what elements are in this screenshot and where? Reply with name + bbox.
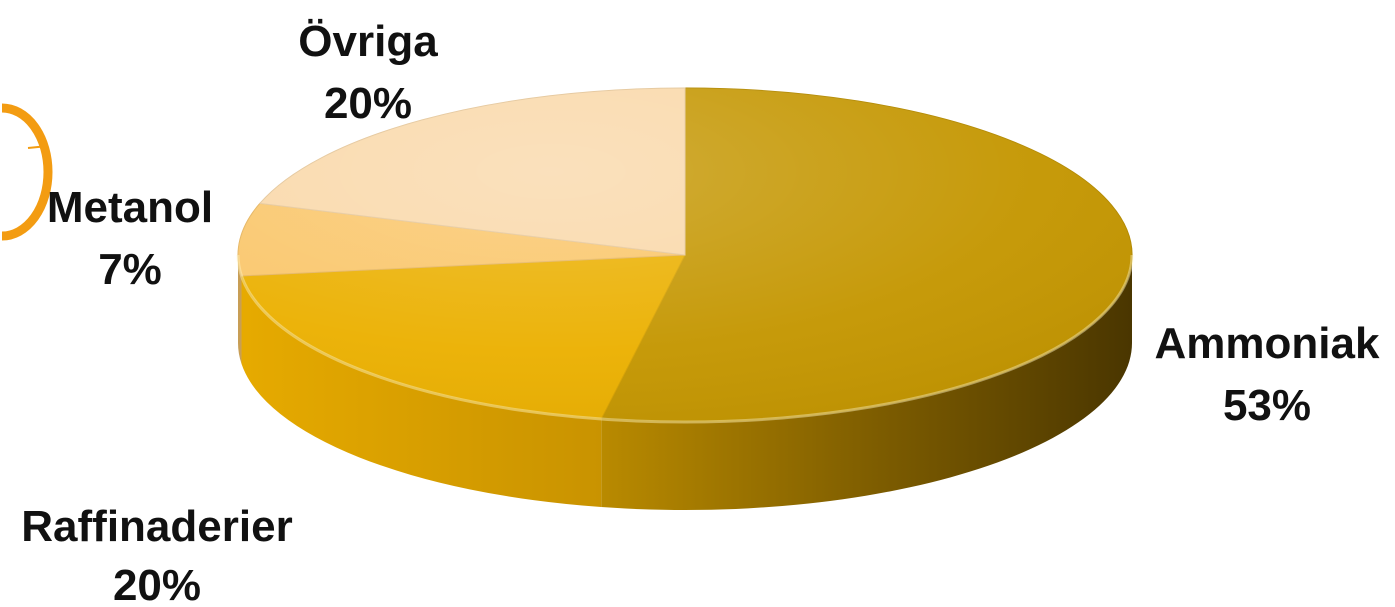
decorative-arc-tick <box>27 145 49 149</box>
slice-label-ammoniak: Ammoniak <box>1155 319 1380 368</box>
slice-value-metanol: 7% <box>98 245 162 294</box>
decorative-arc <box>1 103 53 241</box>
pie-slices <box>236 87 1134 424</box>
slice-label-raffinaderier: Raffinaderier <box>21 502 292 551</box>
slice-label-ovriga: Övriga <box>298 17 438 66</box>
slice-value-ovriga: 20% <box>324 79 412 128</box>
slice-label-metanol: Metanol <box>47 183 213 232</box>
pie-wall-ammoniak <box>601 255 1132 510</box>
slice-value-raffinaderier: 20% <box>113 561 201 607</box>
slice-value-ammoniak: 53% <box>1223 381 1311 430</box>
